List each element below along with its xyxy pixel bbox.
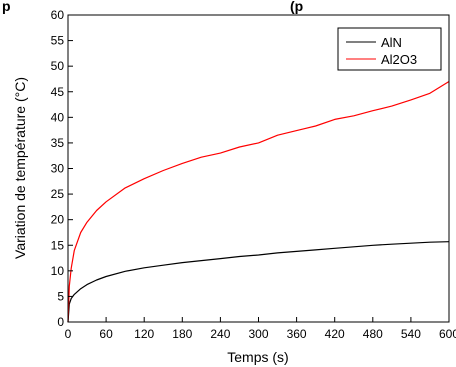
x-tick-label: 120: [134, 327, 154, 341]
series-layer: [67, 80, 450, 323]
x-tick-label: 540: [401, 327, 421, 341]
x-tick-label: 600: [439, 327, 456, 341]
y-tick-label: 50: [51, 59, 65, 73]
x-tick-label: 0: [65, 327, 72, 341]
legend-label-aln: AlN: [381, 35, 402, 50]
x-tick-label: 60: [99, 327, 113, 341]
legend: AlN Al2O3: [337, 27, 442, 71]
x-tick-label: 240: [210, 327, 230, 341]
header-fragment-left: p: [2, 0, 11, 14]
x-tick-label: 420: [325, 327, 345, 341]
y-tick-label: 10: [51, 264, 65, 278]
header-fragment-right: (p: [290, 0, 303, 14]
y-tick-label: 30: [51, 162, 65, 176]
y-tick-label: 45: [51, 85, 65, 99]
y-axis: 0 5 10 15 20 25 30 35 40 45 50 55 60: [51, 8, 73, 329]
series-line-al2o3: [67, 80, 450, 323]
y-tick-label: 40: [51, 110, 65, 124]
y-tick-label: 60: [51, 8, 65, 22]
series-line-aln: [67, 241, 450, 323]
y-tick-label: 25: [51, 187, 65, 201]
y-tick-label: 5: [57, 289, 64, 303]
legend-label-al2o3: Al2O3: [381, 52, 417, 67]
y-tick-label: 35: [51, 136, 65, 150]
x-axis-title: Temps (s): [227, 349, 288, 365]
x-tick-label: 360: [287, 327, 307, 341]
y-axis-title: Variation de température (°C): [12, 77, 28, 259]
x-tick-label: 180: [172, 327, 192, 341]
y-tick-label: 55: [51, 34, 65, 48]
y-tick-label: 15: [51, 238, 65, 252]
x-tick-label: 480: [363, 327, 383, 341]
legend-box: [337, 27, 442, 71]
y-tick-label: 20: [51, 213, 65, 227]
y-tick-label: 0: [57, 315, 64, 329]
x-axis: 0 60 120 180 240 300 360 420 480 540 600: [65, 317, 456, 341]
x-tick-label: 300: [248, 327, 268, 341]
